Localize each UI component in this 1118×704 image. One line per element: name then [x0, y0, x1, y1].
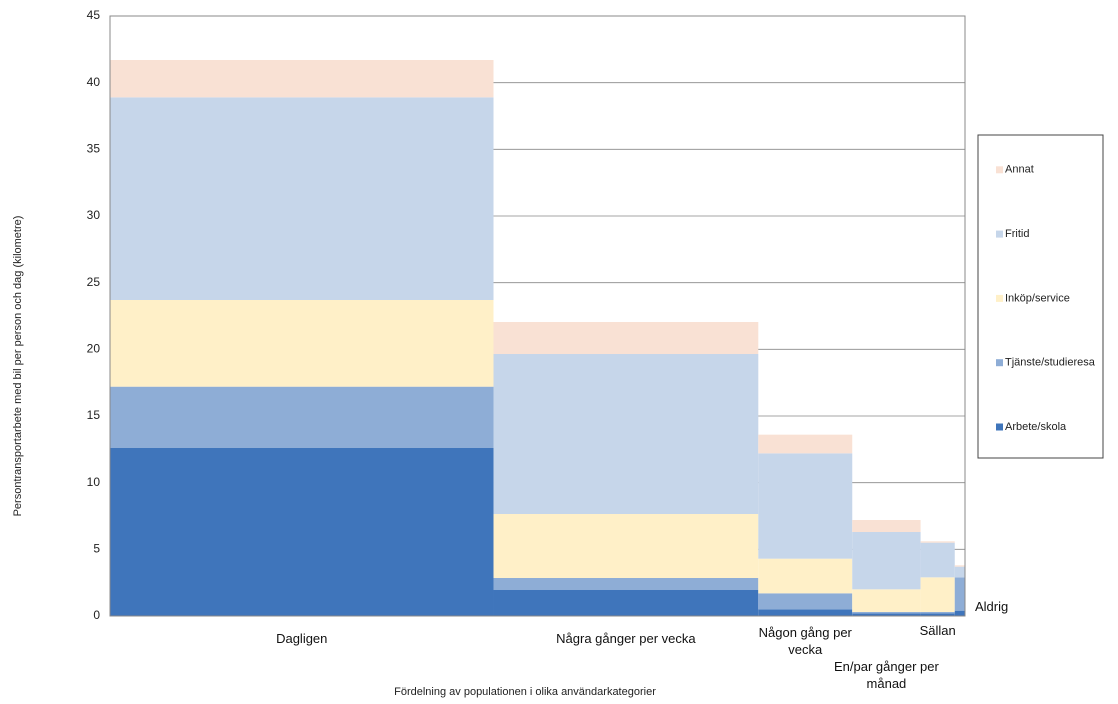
- y-tick-label: 30: [87, 208, 101, 222]
- x-category-label: Någon gång per vecka: [758, 625, 852, 657]
- x-category-label: Aldrig: [975, 599, 1009, 614]
- bar-segment: [110, 60, 494, 98]
- bar-segment: [110, 300, 494, 387]
- legend-label: Fritid: [1005, 228, 1029, 240]
- legend-swatch: [996, 166, 1003, 174]
- legend-label: Annat: [1005, 164, 1034, 176]
- y-tick-label: 10: [87, 475, 101, 489]
- bar-segment: [852, 520, 921, 532]
- bar-segment: [110, 448, 494, 616]
- y-tick-label: 20: [87, 342, 101, 356]
- y-tick-label: 45: [87, 8, 101, 22]
- y-tick-label: 35: [87, 142, 101, 156]
- bar-segment: [493, 354, 759, 514]
- x-category-label: En/par gånger per månad: [834, 659, 939, 691]
- bar-segment: [758, 434, 853, 454]
- bar-segment: [954, 566, 965, 578]
- bar-segment: [110, 386, 494, 448]
- bar-segment: [920, 541, 955, 543]
- y-tick-label: 5: [93, 542, 100, 556]
- bar-segment: [954, 610, 965, 616]
- x-category-label: Några gånger per vecka: [556, 631, 696, 646]
- bar-segment: [493, 322, 759, 354]
- bar-segment: [920, 542, 955, 578]
- x-axis-label: Fördelning av populationen i olika använ…: [394, 686, 656, 698]
- legend-swatch: [996, 423, 1003, 431]
- bar-segment: [493, 590, 759, 616]
- legend-label: Inköp/service: [1005, 292, 1070, 304]
- y-tick-label: 40: [87, 75, 101, 89]
- bar-segment: [920, 613, 955, 616]
- legend-swatch: [996, 359, 1003, 367]
- bar-segment: [920, 577, 955, 612]
- x-category-label: Dagligen: [276, 631, 328, 646]
- legend-swatch: [996, 294, 1003, 302]
- bar-segment: [493, 514, 759, 578]
- bar-segment: [758, 558, 853, 594]
- bar-segment: [758, 593, 853, 610]
- legend-label: Tjänste/studieresa: [1005, 357, 1096, 369]
- bar-segment: [852, 612, 921, 614]
- plot-border: [109, 15, 966, 617]
- x-category-label: Sällan: [919, 623, 956, 638]
- bar-segment: [954, 565, 965, 567]
- bar-segment: [852, 532, 921, 590]
- y-tick-label: 25: [87, 275, 101, 289]
- legend-label: Arbete/skola: [1005, 421, 1067, 433]
- bar-segment: [758, 453, 853, 559]
- bar-segment: [758, 609, 853, 616]
- bar-segment: [852, 589, 921, 612]
- y-axis-label: Persontransportarbete med bil per person…: [12, 216, 24, 517]
- y-tick-label: 0: [93, 608, 100, 622]
- bar-segment: [920, 612, 955, 614]
- y-tick-label: 15: [87, 408, 101, 422]
- bar-segment: [852, 613, 921, 616]
- bar-segment: [493, 578, 759, 590]
- legend-swatch: [996, 230, 1003, 238]
- bar-segment: [110, 97, 494, 300]
- bar-segment: [954, 577, 965, 611]
